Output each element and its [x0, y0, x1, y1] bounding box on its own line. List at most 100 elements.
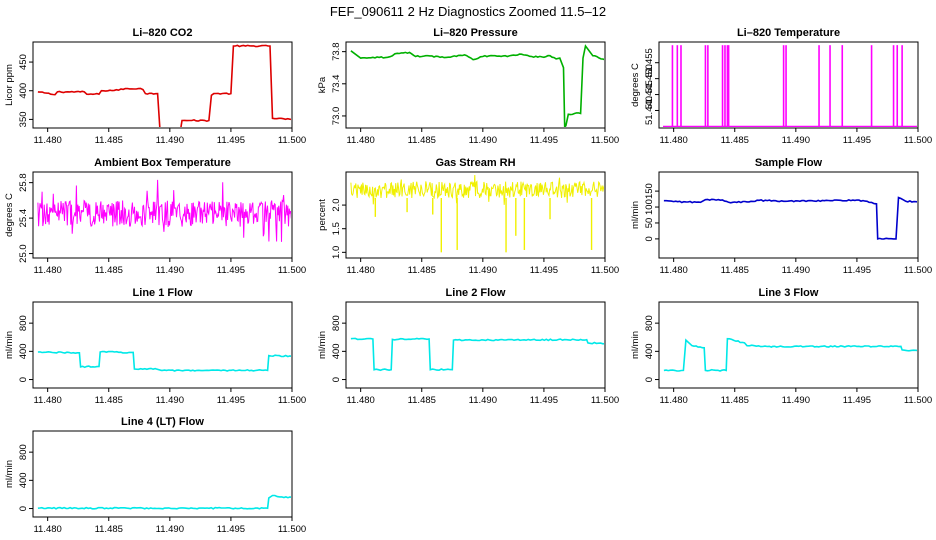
y-tick-label: 0	[18, 377, 29, 382]
panel-title: Li–820 Temperature	[737, 27, 840, 39]
y-axis-label: ml/min	[4, 460, 15, 488]
y-tick-label: 50	[644, 218, 655, 229]
series-noise	[350, 174, 604, 205]
plot-area	[37, 179, 291, 242]
plot-area	[37, 350, 291, 372]
series-line	[37, 350, 291, 372]
series-line	[37, 494, 291, 510]
y-axis-label: percent	[317, 199, 328, 231]
x-axis: 11.480 11.485 11.490 11.495 11.500	[33, 388, 306, 406]
figure-title: FEF_090611 2 Hz Diagnostics Zoomed 11.5–…	[330, 4, 606, 19]
series-line	[663, 337, 917, 372]
x-tick-label: 11.490	[782, 135, 810, 146]
panel-title: Ambient Box Temperature	[94, 157, 231, 169]
panel-title: Li–820 Pressure	[433, 27, 517, 39]
y-tick-label: 1.5	[331, 222, 342, 235]
series-line	[37, 44, 291, 127]
y-tick-label: 800	[18, 444, 29, 460]
y-tick-label: 400	[18, 472, 29, 488]
x-tick-label: 11.480	[346, 395, 374, 406]
plot-frame	[345, 41, 606, 129]
plot-frame	[345, 171, 606, 259]
x-tick-label: 11.480	[659, 265, 687, 276]
y-axis: 350 400 450	[18, 54, 33, 127]
plot-area	[350, 174, 604, 253]
plot-frame	[32, 301, 293, 389]
panel-7: Line 1 Flow 11.480 11.485 11.490 11.495 11.50…	[4, 287, 306, 406]
plot-area	[37, 494, 291, 510]
y-axis: 1.0 1.5 2.0	[331, 198, 346, 259]
x-tick-label: 11.485	[721, 135, 749, 146]
y-tick-label: 51.445	[644, 80, 655, 109]
x-tick-label: 11.480	[33, 265, 61, 276]
x-tick-label: 11.500	[278, 395, 306, 406]
x-tick-label: 11.490	[469, 395, 497, 406]
x-axis: 11.480 11.485 11.490 11.495 11.500	[659, 128, 932, 146]
y-axis: 0 400 800	[18, 315, 33, 382]
x-tick-label: 11.500	[591, 395, 619, 406]
y-axis: 25.0 25.4 25.8	[18, 173, 33, 263]
x-tick-label: 11.495	[217, 395, 245, 406]
y-tick-label: 25.8	[18, 173, 29, 192]
y-tick-label: 800	[644, 315, 655, 331]
x-tick-label: 11.490	[469, 135, 497, 146]
x-tick-label: 11.490	[156, 135, 184, 146]
series-line	[350, 337, 604, 372]
x-tick-label: 11.495	[843, 265, 871, 276]
y-tick-label: 1.0	[331, 246, 342, 259]
panel-title: Li–820 CO2	[133, 27, 193, 39]
plot-frame	[32, 41, 293, 129]
x-axis: 11.480 11.485 11.490 11.495 11.500	[346, 128, 619, 146]
plot-area	[350, 44, 604, 127]
x-tick-label: 11.490	[469, 265, 497, 276]
y-tick-label: 0	[18, 506, 29, 511]
plot-frame	[658, 171, 919, 259]
y-axis-label: degrees C	[630, 63, 641, 107]
y-tick-label: 400	[18, 83, 29, 99]
y-tick-label: 400	[18, 343, 29, 359]
y-axis: 73.0 73.4 73.8	[331, 42, 346, 125]
x-tick-label: 11.500	[278, 524, 306, 535]
y-axis-label: degrees C	[4, 193, 15, 237]
series-noise	[37, 179, 291, 242]
y-axis-label: kPa	[317, 76, 328, 93]
y-axis: 0 400 800	[18, 444, 33, 511]
x-tick-label: 11.500	[591, 265, 619, 276]
y-tick-label: 51.455	[644, 48, 655, 77]
x-tick-label: 11.480	[659, 135, 687, 146]
plot-frame	[32, 171, 293, 259]
x-axis: 11.480 11.485 11.490 11.495 11.500	[33, 128, 306, 146]
x-tick-label: 11.485	[95, 135, 123, 146]
x-tick-label: 11.500	[591, 135, 619, 146]
x-tick-label: 11.485	[408, 135, 436, 146]
y-tick-label: 800	[18, 315, 29, 331]
y-tick-label: 450	[18, 54, 29, 70]
y-axis: 0 400 800	[644, 315, 659, 382]
y-tick-label: 350	[18, 111, 29, 127]
y-tick-label: 73.0	[331, 107, 342, 126]
x-tick-label: 11.480	[33, 395, 61, 406]
plot-area	[663, 196, 917, 240]
panel-6: Sample Flow 11.480 11.485 11.490 11.495 11.50…	[630, 157, 932, 276]
plot-frame	[32, 430, 293, 518]
plot-area	[663, 45, 917, 127]
plot-area	[350, 337, 604, 372]
x-axis: 11.480 11.485 11.490 11.495 11.500	[659, 258, 932, 276]
x-tick-label: 11.485	[408, 395, 436, 406]
y-axis-label: ml/min	[4, 331, 15, 359]
y-tick-label: 73.4	[331, 75, 342, 94]
x-tick-label: 11.485	[408, 265, 436, 276]
x-tick-label: 11.495	[530, 395, 558, 406]
x-tick-label: 11.485	[721, 265, 749, 276]
x-tick-label: 11.500	[904, 265, 932, 276]
x-tick-label: 11.500	[904, 135, 932, 146]
x-tick-label: 11.500	[278, 265, 306, 276]
x-tick-label: 11.480	[33, 135, 61, 146]
x-tick-label: 11.490	[156, 395, 184, 406]
x-tick-label: 11.495	[530, 135, 558, 146]
series-line	[350, 44, 604, 127]
panel-10: Line 4 (LT) Flow 11.480 11.485 11.490 11.495…	[4, 416, 306, 535]
